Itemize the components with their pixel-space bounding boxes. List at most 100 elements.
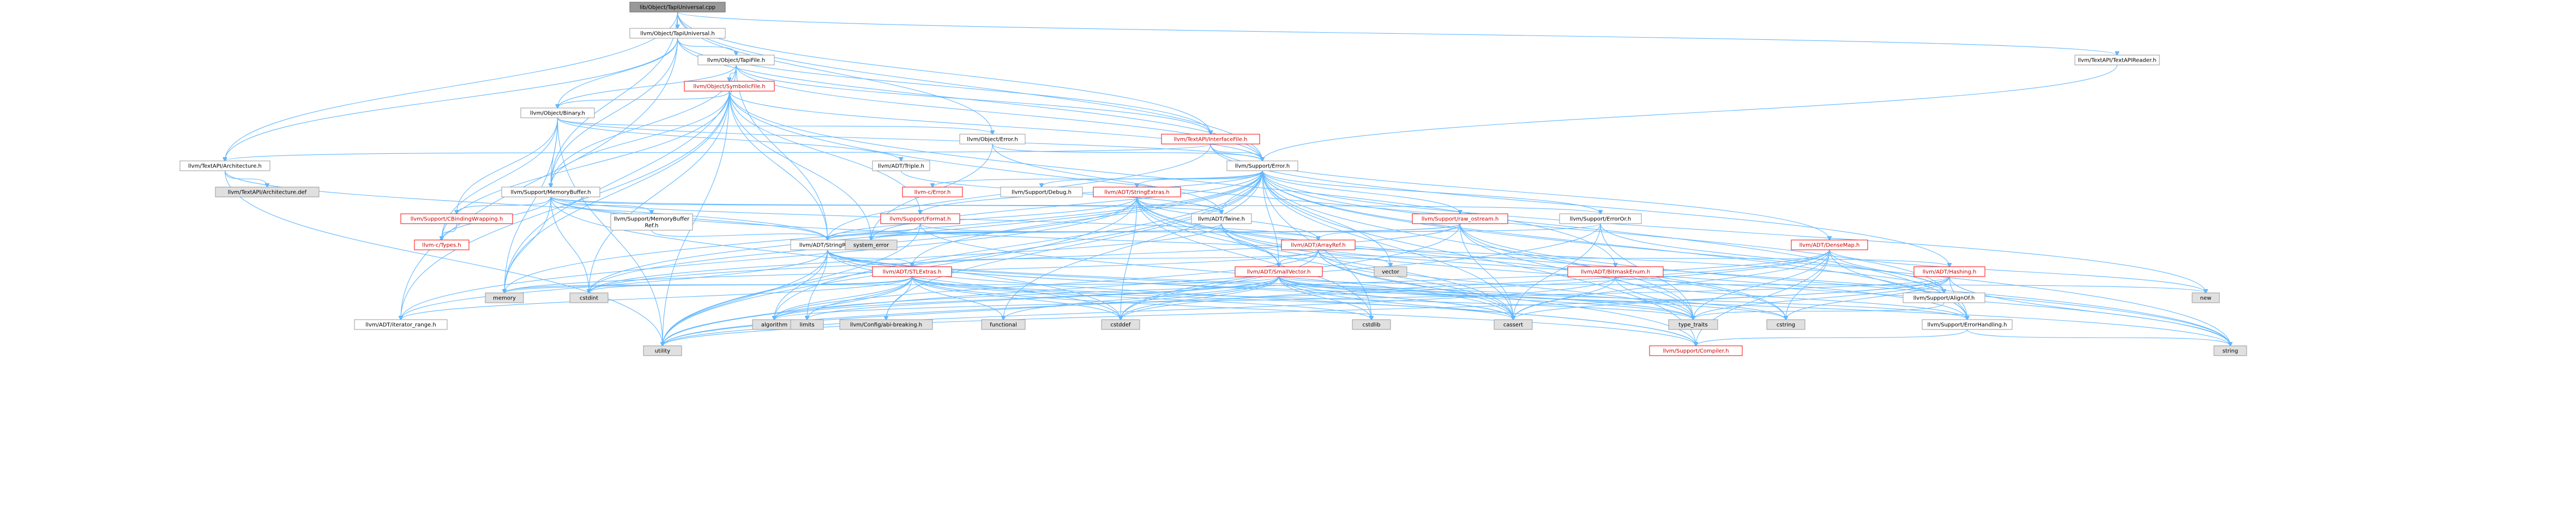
node-archdef[interactable]: llvm/TextAPI/Architecture.def [215,187,320,197]
node-objerror[interactable]: llvm/Object/Error.h [959,134,1026,145]
node-limits[interactable]: limits [790,319,824,330]
node-raw_ostream[interactable]: llvm/Support/raw_ostream.h [1412,213,1508,224]
node-box-cstdint [569,292,609,303]
node-label-raw_ostream: llvm/Support/raw_ostream.h [1422,217,1499,223]
node-label-cassert: cassert [1503,322,1523,328]
edge-erroror-to-system_error [871,223,1601,240]
edge-symbolicfile-to-iterator_range [401,91,730,320]
node-densemap[interactable]: llvm/ADT/DenseMap.h [1791,239,1868,250]
node-cstdlib[interactable]: cstdlib [1352,319,1391,330]
node-label-interfacefile: llvm/TextAPI/InterfaceFile.h [1173,137,1247,143]
edge-arrayref-to-cstddef [1121,249,1319,320]
node-label-llvmc_error: llvm-c/Error.h [914,190,951,196]
edge-bitmaskenum-to-errorhandling [1615,276,1967,320]
node-box-cstdlib [1352,319,1391,330]
node-new[interactable]: new [2192,292,2220,303]
node-cassert[interactable]: cassert [1494,319,1533,330]
node-vector[interactable]: vector [1374,266,1407,277]
node-tapiuniversal_h[interactable]: llvm/Object/TapiUniversal.h [629,28,726,39]
edge-hashing-to-type_traits [1693,276,1950,320]
node-twine[interactable]: llvm/ADT/Twine.h [1191,213,1252,224]
node-system_error[interactable]: system_error [845,239,898,250]
edge-tapiuniversal_h-to-binary [558,38,678,108]
edge-supporterror-to-compiler [1262,170,1696,346]
node-compiler[interactable]: llvm/Support/Compiler.h [1649,345,1743,356]
node-box-cstring [1766,319,1805,330]
node-label-memorybufferref-line-0: llvm/Support/MemoryBuffer [614,217,690,223]
node-bitmaskenum[interactable]: llvm/ADT/BitmaskEnum.h [1567,266,1664,277]
node-box-alignof [1903,292,1985,303]
node-box-triple [872,160,930,171]
node-interfacefile[interactable]: llvm/TextAPI/InterfaceFile.h [1161,134,1260,145]
node-label-cstdint: cstdint [580,296,598,302]
edge-symbolicfile-to-system_error [729,91,871,240]
node-label-memorybufferref-line-1: Ref.h [645,223,659,229]
edge-root-to-supporterror [677,11,1263,161]
edge-tapiuniversal_h-to-tapifile [677,38,737,55]
node-label-string: string [2223,349,2238,355]
edge-tapifile-to-interfacefile [736,64,1211,134]
node-cstdint[interactable]: cstdint [569,292,609,303]
node-utility[interactable]: utility [643,345,682,356]
node-algorithm[interactable]: algorithm [752,319,797,330]
node-box-cstddef [1101,319,1140,330]
node-box-memorybuffer [501,187,600,197]
edge-symbolicfile-to-memorybuffer [551,91,730,187]
node-textapiheader[interactable]: llvm/TextAPI/TextAPIReader.h [2074,55,2160,65]
node-triple[interactable]: llvm/ADT/Triple.h [872,160,930,171]
node-label-utility: utility [655,349,671,355]
edge-objerror-to-supporterror [992,143,1262,161]
node-memory[interactable]: memory [485,292,524,303]
node-symbolicfile[interactable]: llvm/Object/SymbolicFile.h [684,81,775,92]
edge-memorybuffer-to-cstdint [550,196,589,293]
node-box-supporterror [1226,160,1298,171]
node-smallvector[interactable]: llvm/ADT/SmallVector.h [1235,266,1323,277]
node-format[interactable]: llvm/Support/Format.h [880,213,960,224]
edge-arrayref-to-cassert [1317,249,1514,320]
node-llvmconfig[interactable]: llvm/Config/abi-breaking.h [839,319,933,330]
node-label-type_traits: type_traits [1678,322,1707,328]
node-supporterror[interactable]: llvm/Support/Error.h [1226,160,1298,171]
node-type_traits[interactable]: type_traits [1668,319,1718,330]
node-erroror[interactable]: llvm/Support/ErrorOr.h [1559,213,1642,224]
node-arrayref[interactable]: llvm/ADT/ArrayRef.h [1281,239,1356,250]
edge-smallvector-to-errorhandling [1278,276,1967,320]
edge-smallvector-to-cassert [1278,276,1513,320]
edge-binary-to-supporterror [557,117,1263,161]
node-label-memorybuffer: llvm/Support/MemoryBuffer.h [510,190,591,196]
node-binary[interactable]: llvm/Object/Binary.h [520,107,595,118]
node-ctypes[interactable]: llvm-c/Types.h [414,239,470,250]
edge-stlextras-to-iterator_range [401,276,913,320]
node-errorhandling[interactable]: llvm/Support/ErrorHandling.h [1922,319,2013,330]
node-label-triple: llvm/ADT/Triple.h [878,164,924,170]
node-alignof[interactable]: llvm/Support/AlignOf.h [1903,292,1985,303]
node-root[interactable]: lib/Object/TapiUniversal.cpp [629,2,726,13]
edge-supporterror-to-format [920,170,1263,214]
node-tapifile[interactable]: llvm/Object/TapiFile.h [697,55,775,65]
edge-hashing-to-algorithm [774,276,1950,320]
nodes-layer: lib/Object/TapiUniversal.cpp llvm/Object/… [179,2,2247,356]
node-cbinding[interactable]: llvm/Support/CBindingWrapping.h [400,213,513,224]
node-architecture[interactable]: llvm/TextAPI/Architecture.h [179,160,270,171]
node-llvmc_error[interactable]: llvm-c/Error.h [902,187,963,197]
node-label-cstring: cstring [1777,322,1795,328]
node-stringextras[interactable]: llvm/ADT/StringExtras.h [1093,187,1181,197]
edge-tapiuniversal_h-to-iterator_range [401,38,678,320]
node-box-llvmc_error [902,187,963,197]
node-box-root [629,2,726,13]
node-iterator_range[interactable]: llvm/ADT/iterator_range.h [354,319,448,330]
node-memorybuffer[interactable]: llvm/Support/MemoryBuffer.h [501,187,600,197]
node-label-limits: limits [799,322,814,328]
node-hashing[interactable]: llvm/ADT/Hashing.h [1913,266,1985,277]
edge-twine-to-cassert [1221,223,1513,320]
node-debug[interactable]: llvm/Support/Debug.h [1000,187,1083,197]
node-cstddef[interactable]: cstddef [1101,319,1140,330]
node-label-alignof: llvm/Support/AlignOf.h [1913,296,1975,302]
node-string[interactable]: string [2213,345,2247,356]
edge-supporterror-to-system_error [871,170,1263,240]
node-functional[interactable]: functional [981,319,1026,330]
node-cstring[interactable]: cstring [1766,319,1805,330]
node-label-hashing: llvm/ADT/Hashing.h [1923,269,1977,275]
node-stlextras[interactable]: llvm/ADT/STLExtras.h [872,266,952,277]
